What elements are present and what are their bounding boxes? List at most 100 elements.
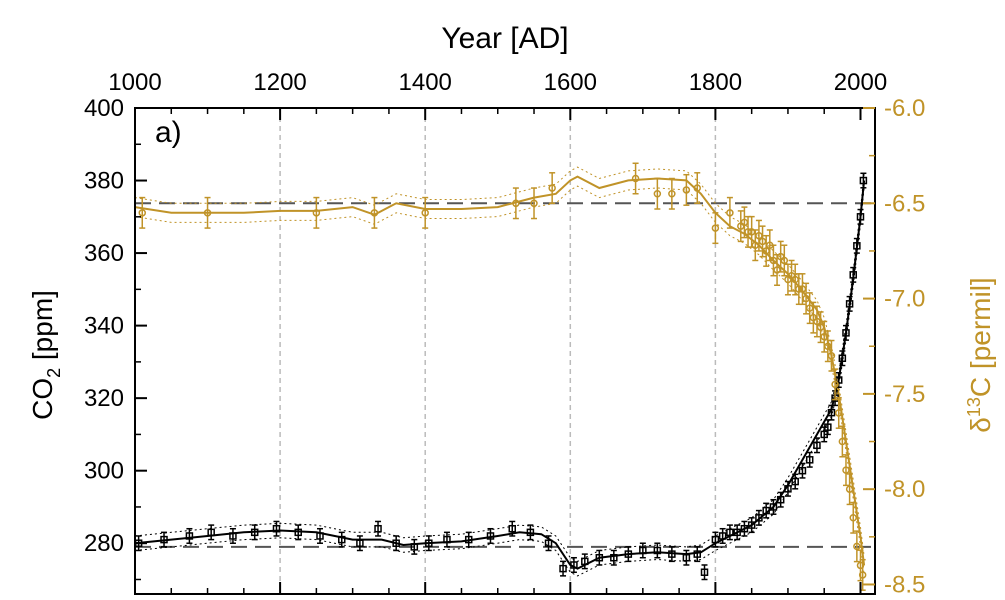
series-0-band-lower	[134, 187, 865, 577]
band-layer	[134, 166, 865, 577]
series-0-point	[733, 524, 741, 541]
series-1-point	[845, 473, 854, 506]
y-left-title-sub: 2	[44, 368, 64, 378]
data-point-marker	[755, 514, 763, 522]
data-point-marker	[421, 209, 429, 217]
data-point-marker	[827, 408, 836, 417]
series-0-point	[595, 549, 604, 566]
series-1-point	[203, 196, 212, 229]
grid-layer	[135, 108, 875, 594]
series-1-point	[780, 244, 789, 277]
y-right-title-prefix: δ	[965, 417, 996, 433]
series-0-point	[784, 480, 792, 497]
data-point-marker	[464, 535, 473, 544]
data-point-marker	[700, 568, 709, 576]
data-point-marker	[776, 495, 785, 504]
data-point-marker	[294, 528, 302, 537]
data-point-marker	[747, 521, 756, 529]
series-0-point	[682, 549, 691, 566]
series-1-point	[827, 339, 836, 372]
panel-label: a)	[155, 116, 182, 149]
series-1-point	[312, 196, 321, 229]
series-0-point	[853, 237, 861, 254]
data-point-marker	[160, 535, 168, 544]
data-point-marker	[834, 409, 843, 417]
y-left-tick-label-340: 340	[84, 313, 124, 340]
data-point-marker	[856, 561, 865, 570]
data-point-marker	[486, 532, 495, 540]
data-point-marker	[733, 528, 741, 537]
data-point-marker	[853, 542, 861, 551]
series-0-point	[610, 549, 618, 566]
y-left-tick-label-400: 400	[84, 95, 124, 122]
series-1-point	[548, 172, 556, 205]
y-right-tick-label-3: -7.5	[884, 381, 925, 408]
series-0-point	[849, 266, 857, 283]
data-point-marker	[780, 256, 789, 265]
data-point-marker	[858, 571, 867, 579]
data-point-marker	[838, 437, 847, 446]
data-point-marker	[824, 423, 832, 431]
data-point-marker	[831, 380, 839, 389]
series-0-point	[356, 535, 364, 552]
y-left-tick-label-320: 320	[84, 385, 124, 412]
data-point-marker	[718, 532, 727, 540]
data-point-marker	[842, 329, 850, 337]
data-point-marker	[508, 524, 517, 533]
data-point-marker	[853, 242, 861, 250]
series-1-point	[693, 172, 702, 205]
data-point-marker	[653, 190, 662, 198]
data-point-marker	[316, 532, 324, 540]
axis-layer: 1000 1200 1400 1600 1800 2000 280 300 320 340 360 3…	[84, 69, 925, 598]
series-0-band-upper	[134, 173, 865, 562]
data-point-marker	[762, 506, 770, 515]
series-0-point	[639, 542, 647, 559]
data-point-marker	[410, 543, 419, 551]
data-point-marker	[845, 485, 854, 493]
data-point-marker	[203, 209, 212, 217]
series-1-point	[766, 229, 774, 262]
series-0-point	[856, 208, 865, 225]
data-point-marker	[610, 553, 618, 562]
data-point-marker	[272, 524, 281, 533]
data-point-marker	[827, 352, 836, 360]
series-0-point	[559, 560, 567, 577]
data-point-marker	[250, 528, 259, 537]
series-0-point	[464, 531, 473, 548]
data-point-marker	[639, 546, 647, 555]
series-0-point	[526, 524, 535, 541]
series-1-point	[711, 212, 720, 245]
data-point-marker	[813, 441, 821, 450]
series-0-point	[718, 527, 727, 544]
data-point-marker	[653, 546, 662, 555]
series-0-point	[776, 491, 785, 508]
series-0-point	[827, 404, 836, 421]
data-point-marker	[740, 524, 749, 533]
data-point-marker	[693, 184, 702, 192]
data-point-marker	[838, 354, 847, 363]
series-0-point	[443, 531, 451, 548]
series-1-point	[530, 187, 538, 220]
data-point-marker	[425, 539, 433, 547]
series-0-point	[693, 546, 702, 563]
series-0-point	[747, 517, 756, 534]
series-0-point	[653, 542, 662, 559]
series-0-point	[185, 527, 194, 544]
series-0-point	[740, 520, 749, 537]
data-point-marker	[784, 485, 792, 493]
data-point-marker	[581, 557, 589, 566]
data-point-marker	[443, 535, 451, 544]
series-0-point	[338, 531, 346, 548]
y-right-title: δ13C [permil]	[964, 277, 996, 432]
series-1-point	[849, 501, 857, 534]
series-0-point	[316, 527, 324, 544]
series-0-point	[791, 473, 799, 490]
series-0-point	[294, 524, 302, 541]
series-1-point	[813, 305, 821, 338]
x-tick-label-1600: 1600	[544, 69, 597, 96]
data-point-marker	[526, 528, 535, 537]
data-point-marker	[682, 186, 691, 194]
series-1-point	[370, 196, 379, 229]
data-point-marker	[624, 550, 633, 558]
series-0-point	[859, 172, 868, 189]
